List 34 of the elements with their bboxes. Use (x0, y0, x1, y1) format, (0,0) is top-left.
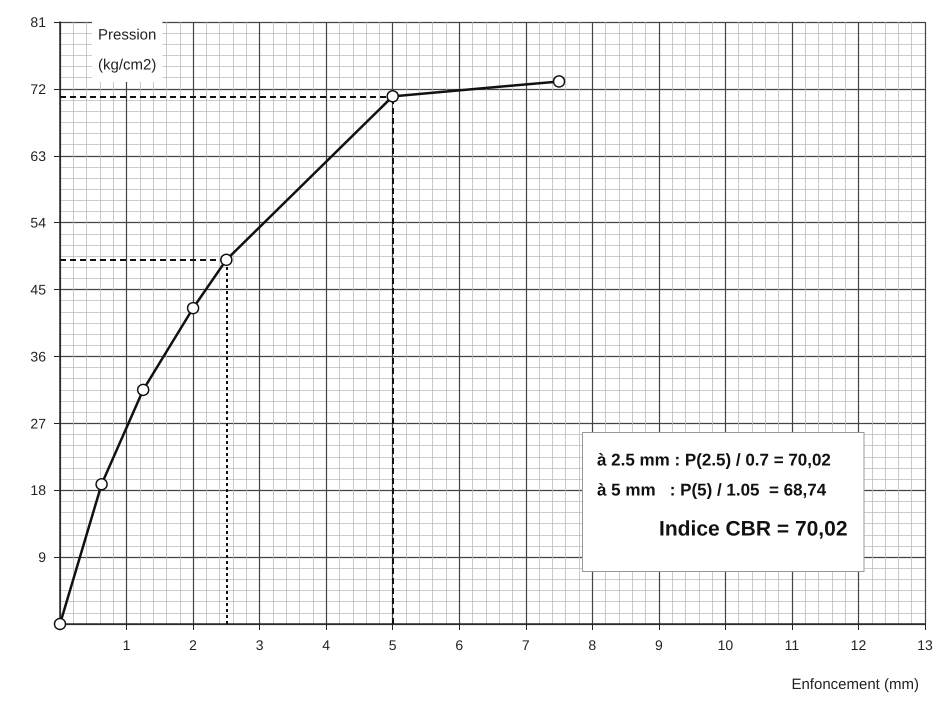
point (186, 302, 200, 314)
point (386, 90, 399, 103)
y-axis-title: Pression (kg/cm2) (98, 26, 156, 74)
x-tick-label: 2 (189, 637, 198, 653)
x-tick-label: 6 (455, 637, 464, 653)
x-tick-label: 3 (256, 637, 264, 653)
y-tick-label: 36 (30, 348, 46, 364)
point (220, 254, 233, 266)
x-tick-label: 13 (917, 637, 933, 653)
x-axis-title: Enfoncement (mm) (791, 676, 920, 693)
annotation: à 5 mm : P(5) / 1.05 = 68,74 (597, 480, 827, 500)
y-tick-label: 81 (30, 14, 46, 30)
x-tick-label: 11 (784, 637, 800, 653)
point (552, 75, 566, 88)
x-tick-label: 12 (850, 637, 866, 653)
x-tick-label: 7 (522, 637, 530, 653)
y-tick-label: 72 (30, 80, 46, 97)
y-tick-label: 9 (38, 549, 46, 566)
x-tick-label: 4 (322, 637, 330, 653)
x-tick-label: 9 (654, 637, 663, 653)
annotation: à 2.5 mm : P(2.5) / 0.7 = 70,02 (597, 450, 831, 470)
y-tick-label: 63 (30, 148, 46, 164)
annotation: Indice CBR = 70,02 (659, 518, 848, 540)
x-tick-label: 10 (718, 637, 734, 653)
point (54, 618, 66, 630)
point (136, 384, 150, 396)
y-tick-label: 18 (30, 482, 46, 498)
y-tick-label: 45 (30, 282, 46, 298)
point (95, 478, 108, 491)
x-tick-label: 1 (122, 637, 131, 653)
y-tick-label: 27 (30, 415, 46, 432)
y-tick-label: 54 (30, 214, 46, 231)
x-tick-label: 5 (388, 637, 397, 653)
x-tick-label: 8 (588, 637, 596, 653)
